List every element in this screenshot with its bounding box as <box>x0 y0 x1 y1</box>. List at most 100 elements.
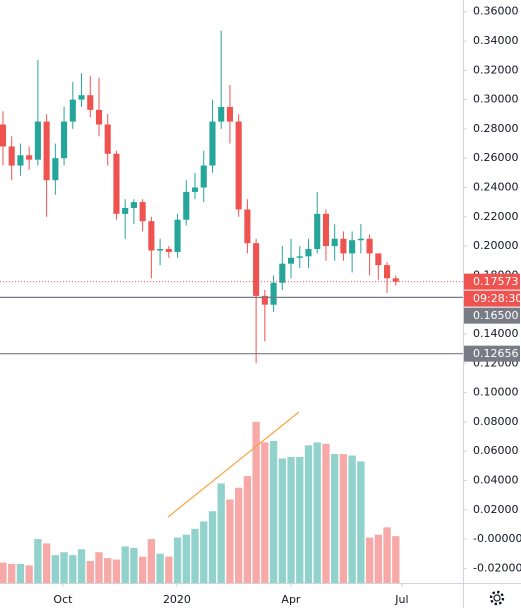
volume-bar <box>51 555 60 583</box>
y-tick-label: 0.30000 <box>473 93 519 106</box>
volume-bar <box>200 521 208 583</box>
countdown-label-box <box>464 290 520 307</box>
volume-bar <box>217 483 225 583</box>
volume-bar <box>243 476 252 583</box>
y-tick-label: 0.02000 <box>473 503 519 516</box>
volume-bar <box>287 457 295 583</box>
candle-body <box>270 282 277 305</box>
y-tick-label: 0.14000 <box>473 327 519 340</box>
y-tick-label: 0.22000 <box>473 210 519 223</box>
y-tick-label: 0.20000 <box>473 239 519 252</box>
candle-body <box>122 208 129 214</box>
candle-body <box>17 155 24 166</box>
volume-bar <box>252 421 260 583</box>
candle-body <box>174 219 181 252</box>
plot-area <box>0 30 463 583</box>
volume-bar <box>339 454 348 583</box>
candle-body <box>104 124 111 154</box>
volume-bar <box>147 539 156 583</box>
x-tick-label: Jul <box>394 593 408 606</box>
volume-bar <box>121 546 129 583</box>
volume-bar <box>313 442 321 583</box>
candle-body <box>130 202 137 209</box>
volume-bar <box>348 455 356 583</box>
y-tick-label: 0.26000 <box>473 151 519 164</box>
candle-body <box>349 240 356 254</box>
volume-bar <box>156 553 164 583</box>
x-tick-label: 2020 <box>163 593 191 606</box>
candle-body <box>165 249 172 252</box>
candle-body <box>52 158 59 181</box>
y-tick-label: 0.32000 <box>473 63 519 76</box>
volume-bar <box>104 558 112 583</box>
candle-body <box>183 191 190 220</box>
candle-body <box>191 187 199 192</box>
candle-body <box>253 243 260 296</box>
countdown-label: 09:28:30 <box>473 292 521 305</box>
volume-bar <box>182 534 190 583</box>
volume-bar <box>322 443 330 583</box>
volume-bar <box>42 543 51 583</box>
volume-bar <box>95 552 103 583</box>
candle-body <box>384 265 391 279</box>
x-tick-label: Oct <box>53 593 73 606</box>
volume-bar <box>191 528 199 583</box>
volume-bar <box>304 445 313 583</box>
volume-bar <box>296 457 304 583</box>
candle-body <box>331 238 338 247</box>
volume-bar <box>269 440 278 583</box>
volume-bar <box>383 527 391 583</box>
candle-body <box>8 146 15 166</box>
gear-teeth <box>489 590 505 606</box>
volume-bar <box>8 563 16 583</box>
y-tick-label: 0.34000 <box>473 34 519 47</box>
volume-bar <box>261 442 269 583</box>
volume-bar <box>60 552 68 583</box>
trend-line <box>167 411 300 518</box>
candle-body <box>78 95 85 100</box>
y-tick-label: 0.36000 <box>473 5 519 18</box>
candle-body <box>340 238 347 254</box>
hline-label-box <box>464 345 520 362</box>
volume-bar <box>173 537 182 583</box>
candle-body <box>366 238 373 254</box>
candle-body <box>0 124 7 147</box>
gear-center <box>493 594 501 602</box>
y-tick-label: -0.02000 <box>473 561 521 574</box>
y-tick-label: 0.10000 <box>473 386 519 399</box>
candle-body <box>43 121 50 181</box>
candle-body <box>69 99 76 122</box>
candle-body <box>139 202 146 222</box>
candle-body <box>113 153 120 214</box>
candle-body <box>392 278 399 282</box>
candle-body <box>26 155 33 160</box>
candle-body <box>235 121 242 210</box>
volume-bar <box>234 487 243 583</box>
hline-label: 0.12656 <box>473 347 519 360</box>
last-price-label-box <box>464 273 520 290</box>
volume-bar <box>331 454 339 583</box>
candle-body <box>95 109 103 125</box>
candle-body <box>244 209 251 244</box>
y-tick-label: 0.08000 <box>473 415 519 428</box>
candle-body <box>279 263 286 283</box>
volume-bar <box>374 534 382 583</box>
candle-body <box>87 95 94 110</box>
volume-bar <box>77 549 86 583</box>
volume-bar <box>165 556 173 583</box>
candle-body <box>200 165 207 188</box>
volume-bar <box>69 555 77 583</box>
settings-icon[interactable] <box>489 590 505 606</box>
candle-body <box>322 213 330 247</box>
y-tick-label: -0.00000 <box>473 532 521 545</box>
volume-bar <box>0 562 7 583</box>
price-axis: 0.36000 0.34000 0.32000 0.30000 0.28000 0.260… <box>53 5 521 606</box>
y-tick-label: 0.06000 <box>473 444 519 457</box>
candle-body <box>296 256 303 258</box>
volume-bar <box>365 537 374 583</box>
volume-bar <box>278 458 286 583</box>
candle-body <box>61 121 68 159</box>
candle-body <box>226 106 233 122</box>
y-tick-label: 0.04000 <box>473 473 519 486</box>
